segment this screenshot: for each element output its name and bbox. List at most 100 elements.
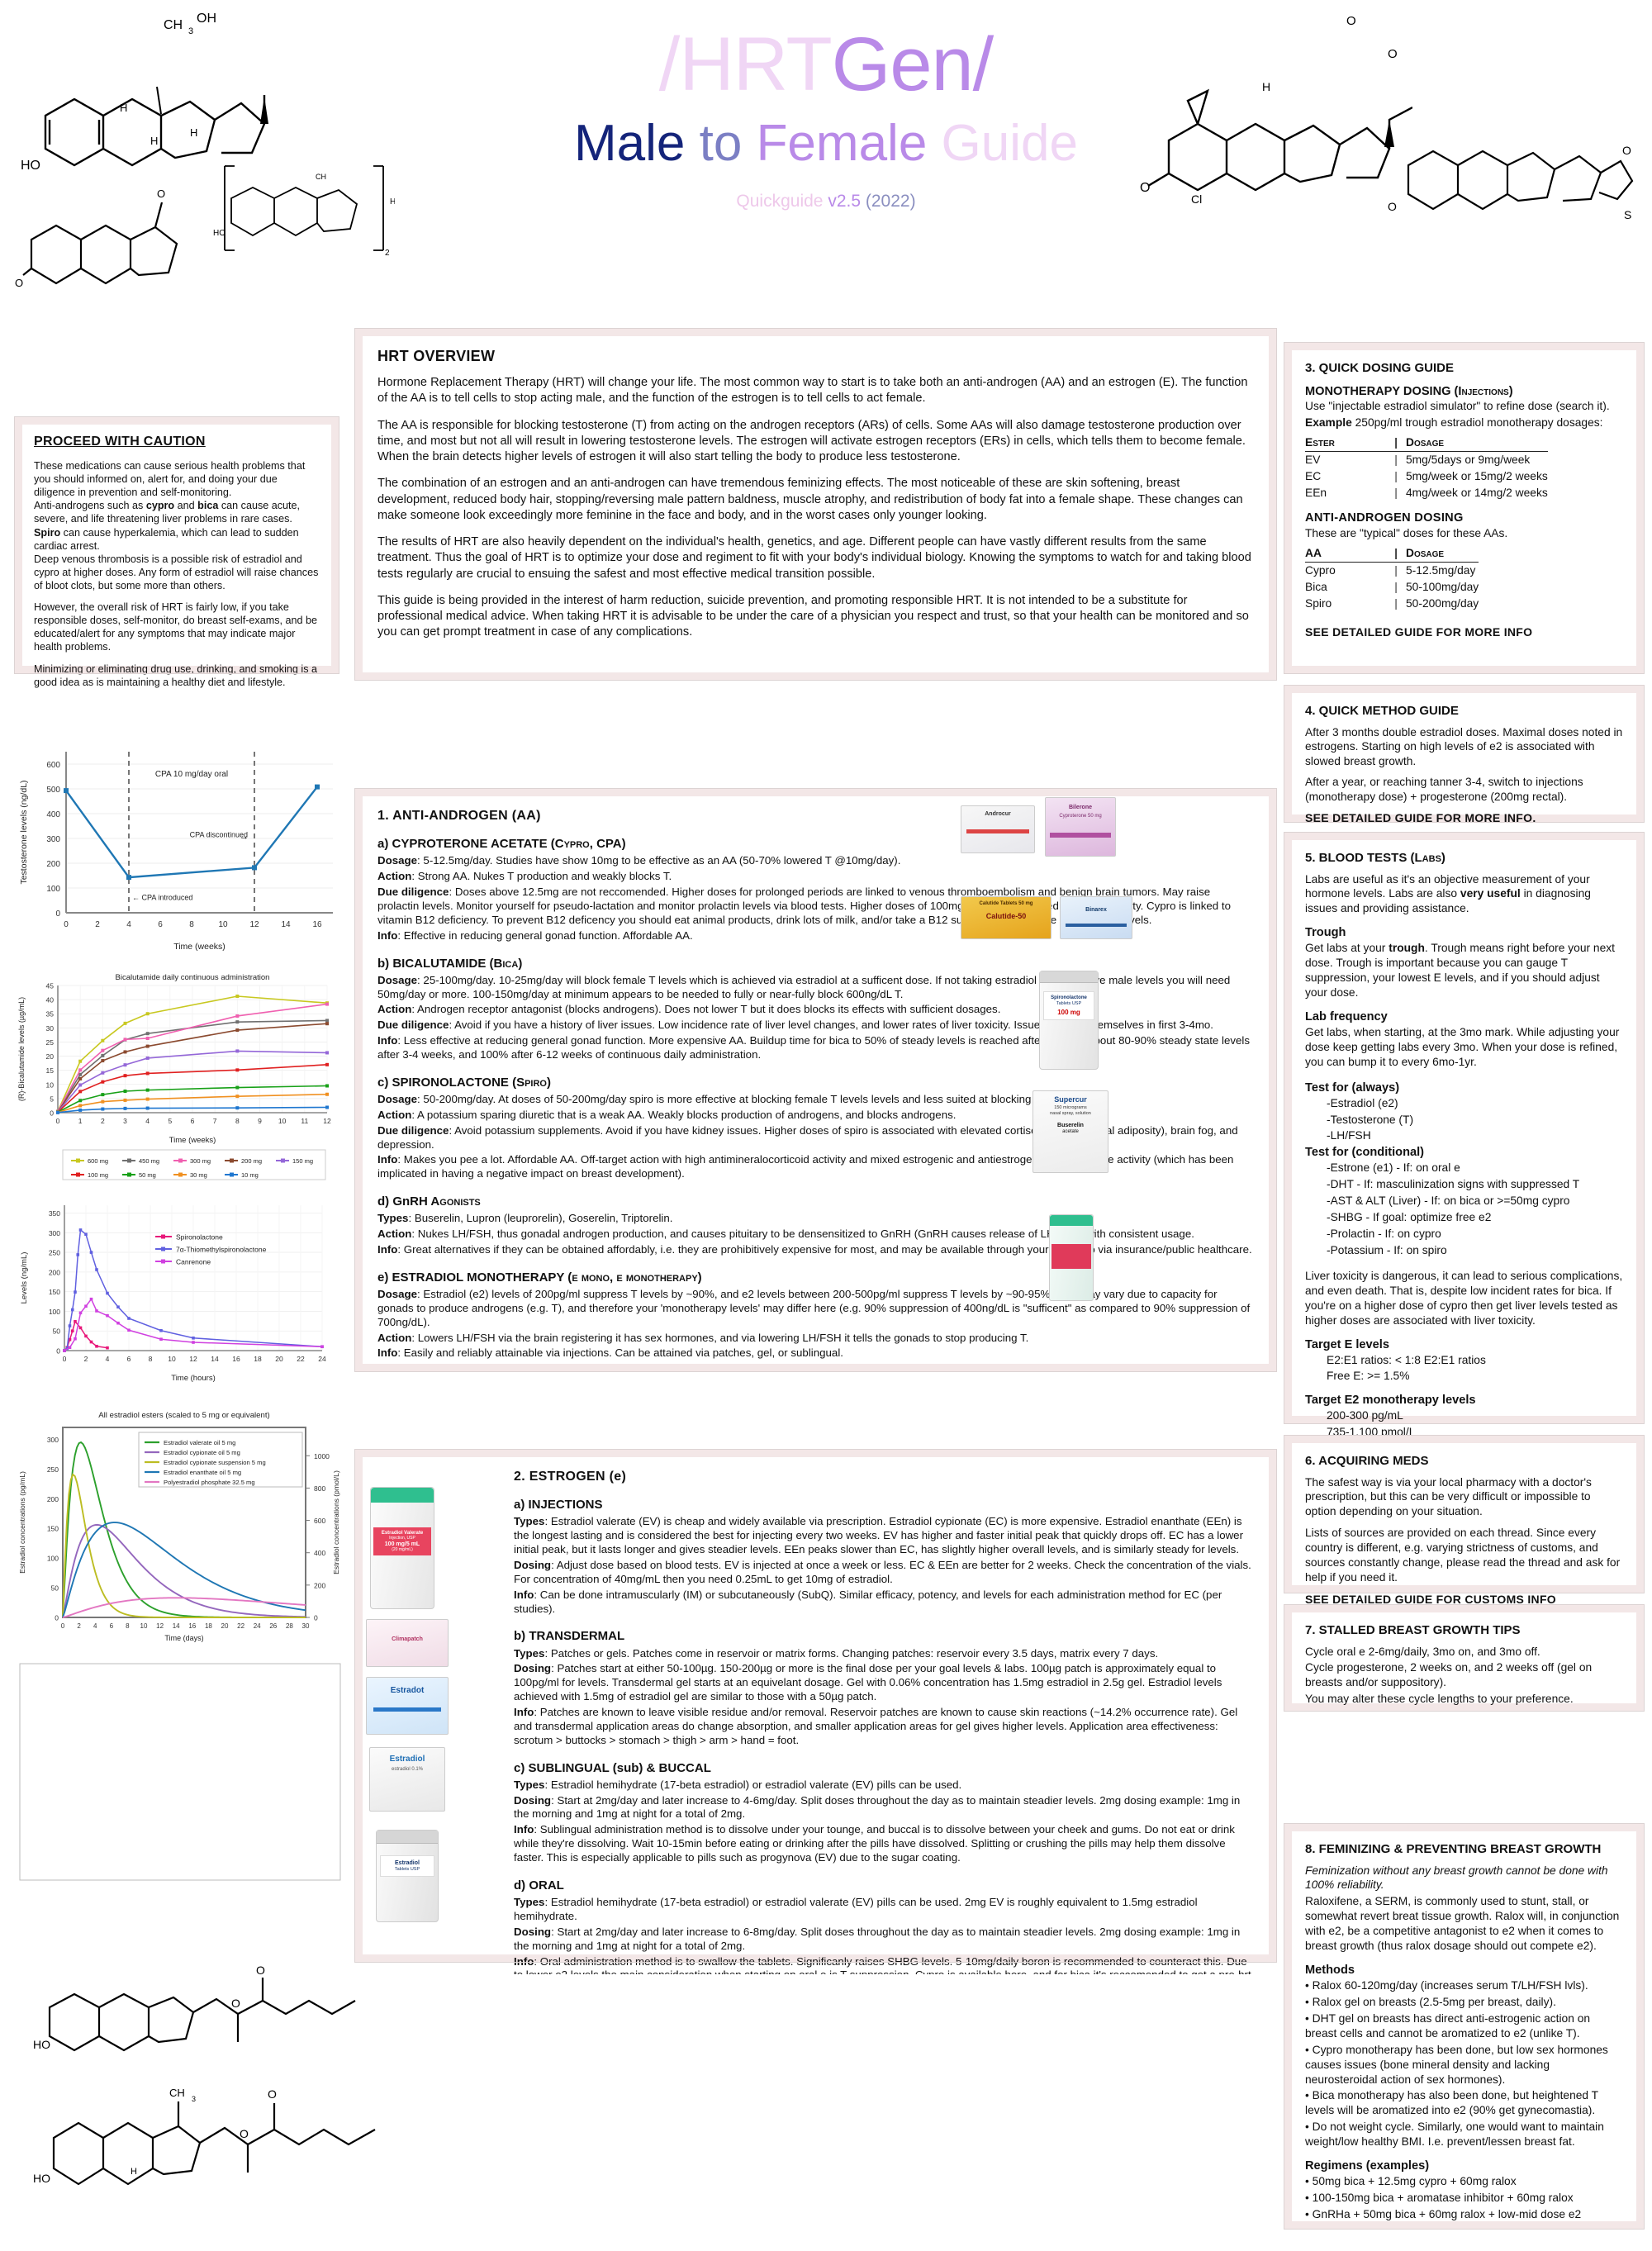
svg-text:All estradiol esters (scaled t: All estradiol esters (scaled to 5 mg or … xyxy=(98,1411,269,1420)
product-binarex-box: Binarex xyxy=(1060,896,1132,939)
svg-text:0: 0 xyxy=(314,1614,318,1622)
version-year: (2022) xyxy=(865,191,916,211)
method-item: • Ralox 60-120mg/day (increases serum T/… xyxy=(1305,1979,1588,1992)
bilerone-label-a: Bilerone xyxy=(1068,805,1092,810)
svg-text:6: 6 xyxy=(110,1622,114,1630)
drug-field: Types: Estradiol hemihydrate (17-beta es… xyxy=(514,1778,962,1791)
fem-methods-list: • Ralox 60-120mg/day (increases serum T/… xyxy=(1305,1978,1623,2149)
svg-text:0: 0 xyxy=(56,1117,60,1125)
svg-text:4: 4 xyxy=(106,1355,110,1363)
blood-tests-panel: 5. BLOOD TESTS (Labs) Labs are useful as… xyxy=(1284,832,1645,1554)
stalled-p1: Cycle oral e 2-6mg/daily, 3mo on, and 3m… xyxy=(1305,1645,1540,1658)
drug-entry: e) ESTRADIOL MONOTHERAPY (e mono, e mono… xyxy=(377,1270,1254,1361)
svg-text:O: O xyxy=(1388,200,1397,213)
liver-toxicity-text: Liver toxicity is dangerous, it can lead… xyxy=(1305,1269,1623,1327)
svg-text:12: 12 xyxy=(156,1622,164,1630)
caution-heading: PROCEED WITH CAUTION xyxy=(34,435,206,449)
svg-text:150 mg: 150 mg xyxy=(292,1157,313,1165)
drug-field: Due diligence: Avoid potassium supplemen… xyxy=(377,1123,1238,1151)
hrt-overview-p3: The combination of an estrogen and an an… xyxy=(377,477,1243,522)
svg-text:3: 3 xyxy=(188,26,193,36)
version-line: Quickguide v2.5 (2022) xyxy=(0,192,1652,211)
molecule-cypro-topleft2: O O xyxy=(15,188,178,289)
suprecur-label-a: Supercur xyxy=(1054,1095,1087,1104)
hrt-overview-p4: The results of HRT are also heavily depe… xyxy=(377,535,1251,581)
estradiol-pill-a: Estradiol xyxy=(395,1860,420,1866)
svg-text:14: 14 xyxy=(211,1355,219,1363)
brand-subtitle: Male to Female Guide xyxy=(0,116,1652,170)
trough-b: trough xyxy=(1389,942,1425,955)
acquiring-meds-panel: 6. ACQUIRING MEDS The safest way is via … xyxy=(1284,1435,1645,1606)
table-row: Spiro | 50-200mg/day xyxy=(1305,596,1479,610)
svg-text:4: 4 xyxy=(145,1117,150,1125)
svg-text:3: 3 xyxy=(123,1117,127,1125)
svg-text:5: 5 xyxy=(168,1117,172,1125)
svg-text:11: 11 xyxy=(301,1117,308,1125)
caution-p2: However, the overall risk of HRT is fair… xyxy=(34,601,318,653)
aa-col-header: AA xyxy=(1305,546,1322,559)
svg-text:H: H xyxy=(131,2167,137,2177)
suprecur-label-c: nasal spray, solution xyxy=(1050,1110,1091,1116)
test-item: -Potassium - If: on spiro xyxy=(1327,1243,1447,1256)
svg-text:HO: HO xyxy=(21,159,40,173)
drug-title: e) ESTRADIOL MONOTHERAPY (e mono, e mono… xyxy=(377,1270,702,1285)
ev-vial-d: (20 mg/mL) xyxy=(392,1546,413,1552)
product-bilerone-box: Bilerone Cyproterone 50 mg xyxy=(1045,797,1116,857)
hrt-overview-p1: Hormone Replacement Therapy (HRT) will c… xyxy=(377,376,1248,406)
svg-text:8: 8 xyxy=(189,920,194,929)
molecule-ev-bottomleft: HO O O xyxy=(33,1964,356,2052)
caution-panel: PROCEED WITH CAUTION These medications c… xyxy=(14,416,339,688)
version-number: v2.5 xyxy=(828,191,866,211)
estradiol-gel-b: estradiol 0.1% xyxy=(391,1766,424,1772)
test-item: -Prolactin - If: on cypro xyxy=(1327,1228,1441,1241)
svg-text:0: 0 xyxy=(56,1347,60,1356)
svg-text:H: H xyxy=(1262,80,1270,93)
svg-text:2: 2 xyxy=(101,1117,105,1125)
ester-col-header: Ester xyxy=(1305,436,1335,449)
drug-field: Info: Effective in reducing general gona… xyxy=(377,928,693,942)
stalled-growth-panel: 7. STALLED BREAST GROWTH TIPS Cycle oral… xyxy=(1284,1604,1645,1712)
stalled-heading: 7. STALLED BREAST GROWTH TIPS xyxy=(1305,1623,1521,1637)
svg-text:40: 40 xyxy=(46,996,55,1004)
drug-field: Info: Great alternatives if they can be … xyxy=(377,1243,1252,1256)
svg-text:30: 30 xyxy=(46,1024,55,1033)
svg-text:H O: H O xyxy=(390,197,395,207)
test-item: -AST & ALT (Liver) - If: on bica or >=50… xyxy=(1327,1194,1570,1208)
svg-text:O: O xyxy=(157,188,165,200)
version-quickguide: Quickguide xyxy=(736,191,828,211)
svg-text:O: O xyxy=(1140,181,1150,195)
table-row: EV | 5mg/5days or 9mg/week xyxy=(1305,454,1531,467)
svg-text:22: 22 xyxy=(237,1622,244,1630)
svg-text:HO: HO xyxy=(33,2038,50,2051)
caution-cypro: cypro xyxy=(145,500,175,512)
caution-p1b-post: can cause acute, severe, and life threat… xyxy=(34,500,301,525)
hrt-overview-p2: The AA is responsible for blocking testo… xyxy=(377,418,1246,464)
svg-text:30 mg: 30 mg xyxy=(190,1171,207,1179)
drug-field: Info: Easily and reliably attainable via… xyxy=(377,1346,843,1360)
product-estradiol-vial xyxy=(1049,1214,1094,1301)
product-calutide-box: Calutide Tablets 50 mg Calutide-50 xyxy=(961,896,1051,939)
regimen-item: • 100-150mg bica + aromatase inhibitor +… xyxy=(1305,2192,1574,2205)
drug-field: Due diligence: Avoid if you have a histo… xyxy=(377,1019,1213,1032)
test-cond-list: -Estrone (e1) - If: on oral e -DHT - If: … xyxy=(1305,1161,1623,1258)
suprecur-label-e: acetate xyxy=(1062,1129,1079,1135)
drug-field: Info: Patches are known to leave visible… xyxy=(514,1706,1238,1746)
method-heading: 4. QUICK METHOD GUIDE xyxy=(1305,704,1459,718)
aa-dosage-col-header: Dosage xyxy=(1406,546,1445,559)
svg-text:Time (weeks): Time (weeks) xyxy=(173,942,225,952)
climapatch-label: Climapatch xyxy=(392,1636,423,1642)
svg-text:500: 500 xyxy=(46,786,60,795)
svg-text:Estradiol cypionate suspension: Estradiol cypionate suspension 5 mg xyxy=(164,1459,266,1466)
caution-p3: Minimizing or eliminating drug use, drin… xyxy=(34,662,317,688)
svg-text:O: O xyxy=(240,2127,249,2140)
labs-heading-a: 5. BLOOD TESTS ( xyxy=(1305,851,1415,865)
svg-text:50: 50 xyxy=(51,1584,59,1593)
fem-p1: Raloxifene, a SERM, is commonly used to … xyxy=(1305,1895,1620,1953)
product-estradot-box: Estradot xyxy=(366,1677,449,1735)
svg-text:O: O xyxy=(231,1997,240,2010)
svg-text:250: 250 xyxy=(49,1249,60,1257)
svg-text:→: → xyxy=(240,832,249,842)
androcur-label: Androcur xyxy=(985,811,1011,817)
ev-vial-c: 100 mg/5 mL xyxy=(384,1541,420,1547)
dosage-col-header: Dosage xyxy=(1406,436,1445,449)
